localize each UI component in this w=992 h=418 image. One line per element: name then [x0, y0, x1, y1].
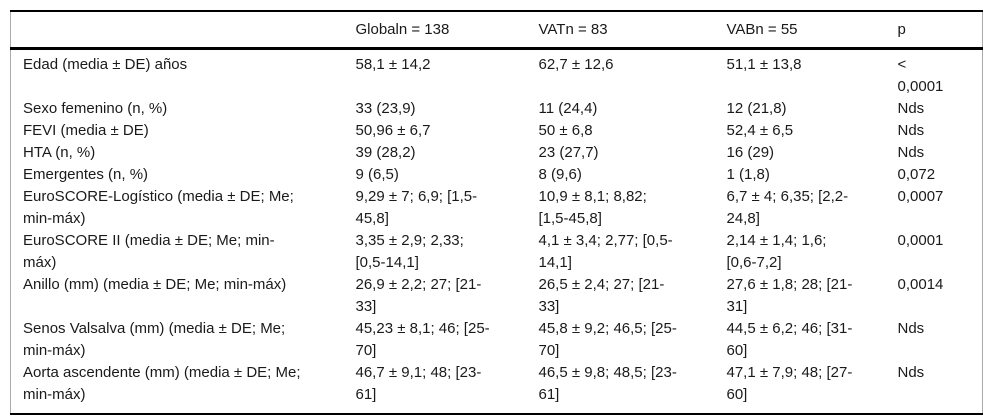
table-row-fevi: FEVI (media ± DE) 50,96 ± 6,7 50 ± 6,8 5…: [11, 120, 983, 142]
cell-global: 26,9 ± 2,2; 27; [21- 33]: [355, 276, 482, 315]
row-label: EuroSCORE II (media ± DE; Me; min- máx): [23, 232, 275, 271]
cell-p: Nds: [897, 122, 925, 139]
cell-p: 0,0001: [897, 232, 944, 249]
row-label: HTA (n, %): [23, 144, 96, 161]
cell-global: 3,35 ± 2,9; 2,33; [0,5-14,1]: [355, 232, 464, 271]
cell-global: 45,23 ± 8,1; 46; [25- 70]: [355, 320, 490, 359]
table-header: Globaln = 138 VATn = 83 VABn = 55 p: [10, 11, 983, 50]
row-label: EuroSCORE-Logístico (media ± DE; Me; min…: [23, 188, 294, 227]
table-row-euroscore-logistico: EuroSCORE-Logístico (media ± DE; Me; min…: [11, 186, 983, 230]
cell-vat: 62,7 ± 12,6: [538, 56, 614, 73]
table-row-sexo-femenino: Sexo femenino (n, %) 33 (23,9) 11 (24,4)…: [11, 98, 983, 120]
cell-vat: 26,5 ± 2,4; 27; [21- 33]: [538, 276, 665, 315]
cell-p: < 0,0001: [897, 56, 944, 95]
row-label: Sexo femenino (n, %): [23, 100, 168, 117]
cell-vab: 1 (1,8): [726, 166, 770, 183]
cell-p: Nds: [897, 320, 925, 337]
cell-vat: 10,9 ± 8,1; 8,82; [1,5-45,8]: [538, 188, 647, 227]
header-variable: [10, 11, 356, 50]
clinical-characteristics-table: Globaln = 138 VATn = 83 VABn = 55 p Edad…: [10, 10, 983, 415]
row-label: Emergentes (n, %): [23, 166, 149, 183]
header-vat: VATn = 83: [538, 11, 727, 50]
cell-vat: 45,8 ± 9,2; 46,5; [25- 70]: [538, 320, 677, 359]
row-label: Aorta ascendente (mm) (media ± DE; Me; m…: [23, 364, 301, 403]
cell-p: 0,0007: [897, 188, 944, 205]
cell-p: Nds: [897, 364, 925, 381]
cell-p: 0,0014: [897, 276, 944, 293]
cell-p: Nds: [897, 100, 925, 117]
cell-vab: 44,5 ± 6,2; 46; [31- 60]: [726, 320, 853, 359]
cell-p: 0,072: [897, 166, 936, 183]
header-vab: VABn = 55: [726, 11, 898, 50]
cell-vat: 23 (27,7): [538, 144, 599, 161]
cell-vab: 51,1 ± 13,8: [726, 56, 802, 73]
cell-vat: 46,5 ± 9,8; 48,5; [23- 61]: [538, 364, 677, 403]
cell-vat: 8 (9,6): [538, 166, 582, 183]
table-row-anillo: Anillo (mm) (media ± DE; Me; min-máx) 26…: [11, 274, 983, 318]
cell-global: 33 (23,9): [355, 100, 416, 117]
header-global: Globaln = 138: [355, 11, 539, 50]
table-row-senos-valsalva: Senos Valsalva (mm) (media ± DE; Me; min…: [11, 318, 983, 362]
row-label: Anillo (mm) (media ± DE; Me; min-máx): [23, 276, 287, 293]
table-row-emergentes: Emergentes (n, %) 9 (6,5) 8 (9,6) 1 (1,8…: [11, 164, 983, 186]
table-row-euroscore-ii: EuroSCORE II (media ± DE; Me; min- máx) …: [11, 230, 983, 274]
cell-vab: 2,14 ± 1,4; 1,6; [0,6-7,2]: [726, 232, 827, 271]
table-container: Globaln = 138 VATn = 83 VABn = 55 p Edad…: [10, 10, 983, 415]
cell-global: 9,29 ± 7; 6,9; [1,5- 45,8]: [355, 188, 478, 227]
table-header-row: Globaln = 138 VATn = 83 VABn = 55 p: [10, 11, 983, 50]
cell-vat: 4,1 ± 3,4; 2,77; [0,5- 14,1]: [538, 232, 673, 271]
table-row-aorta-ascendente: Aorta ascendente (mm) (media ± DE; Me; m…: [11, 362, 983, 414]
cell-vab: 47,1 ± 7,9; 48; [27- 60]: [726, 364, 853, 403]
table-body: Edad (media ± DE) años 58,1 ± 14,2 62,7 …: [11, 49, 983, 415]
cell-vat: 50 ± 6,8: [538, 122, 593, 139]
cell-vab: 27,6 ± 1,8; 28; [21- 31]: [726, 276, 853, 315]
header-p: p: [897, 11, 983, 50]
table-row-hta: HTA (n, %) 39 (28,2) 23 (27,7) 16 (29) N…: [11, 142, 983, 164]
cell-global: 39 (28,2): [355, 144, 416, 161]
cell-global: 9 (6,5): [355, 166, 399, 183]
table-row-edad: Edad (media ± DE) años 58,1 ± 14,2 62,7 …: [11, 49, 983, 99]
cell-global: 46,7 ± 9,1; 48; [23- 61]: [355, 364, 482, 403]
cell-vab: 16 (29): [726, 144, 775, 161]
cell-vab: 52,4 ± 6,5: [726, 122, 794, 139]
row-label: FEVI (media ± DE): [23, 122, 149, 139]
cell-vab: 6,7 ± 4; 6,35; [2,2- 24,8]: [726, 188, 849, 227]
row-label: Edad (media ± DE) años: [23, 56, 188, 73]
cell-vat: 11 (24,4): [538, 100, 598, 117]
cell-global: 58,1 ± 14,2: [355, 56, 431, 73]
cell-global: 50,96 ± 6,7: [355, 122, 431, 139]
cell-vab: 12 (21,8): [726, 100, 787, 117]
row-label: Senos Valsalva (mm) (media ± DE; Me; min…: [23, 320, 286, 359]
cell-p: Nds: [897, 144, 925, 161]
